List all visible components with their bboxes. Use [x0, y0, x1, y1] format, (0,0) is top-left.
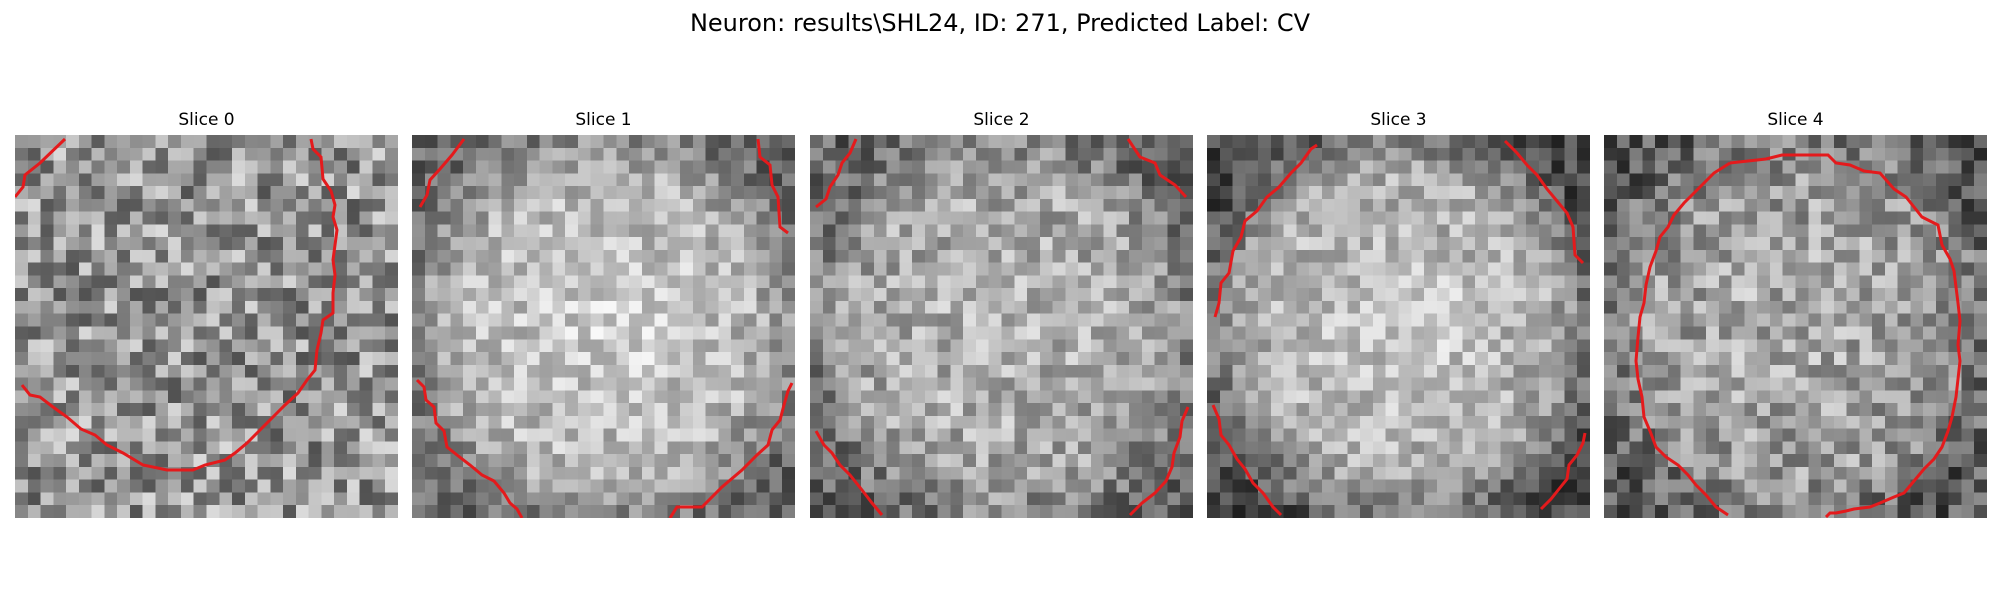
slice-3-contour — [1211, 139, 1587, 517]
panel-slice-3 — [1207, 135, 1590, 518]
slice-2-image — [810, 135, 1193, 518]
panel-title-slice-2: Slice 2 — [973, 110, 1030, 130]
panel-title-slice-1: Slice 1 — [575, 110, 632, 130]
panel-title-slice-4: Slice 4 — [1767, 110, 1824, 130]
panel-title-slice-3: Slice 3 — [1370, 110, 1427, 130]
panel-slice-2 — [810, 135, 1193, 518]
panel-slice-1 — [412, 135, 795, 518]
slice-1-contour — [415, 138, 794, 518]
slice-0-contour — [15, 137, 339, 472]
panel-title-slice-0: Slice 0 — [178, 110, 235, 130]
slice-2-contour — [814, 138, 1190, 517]
slice-4-image — [1604, 135, 1987, 518]
slice-4-contour — [1634, 153, 1962, 518]
slice-1-image — [412, 135, 795, 518]
panel-slice-4 — [1604, 135, 1987, 518]
slice-3-image — [1207, 135, 1590, 518]
figure-title: Neuron: results\SHL24, ID: 271, Predicte… — [689, 9, 1311, 37]
panel-slice-0 — [15, 135, 398, 518]
